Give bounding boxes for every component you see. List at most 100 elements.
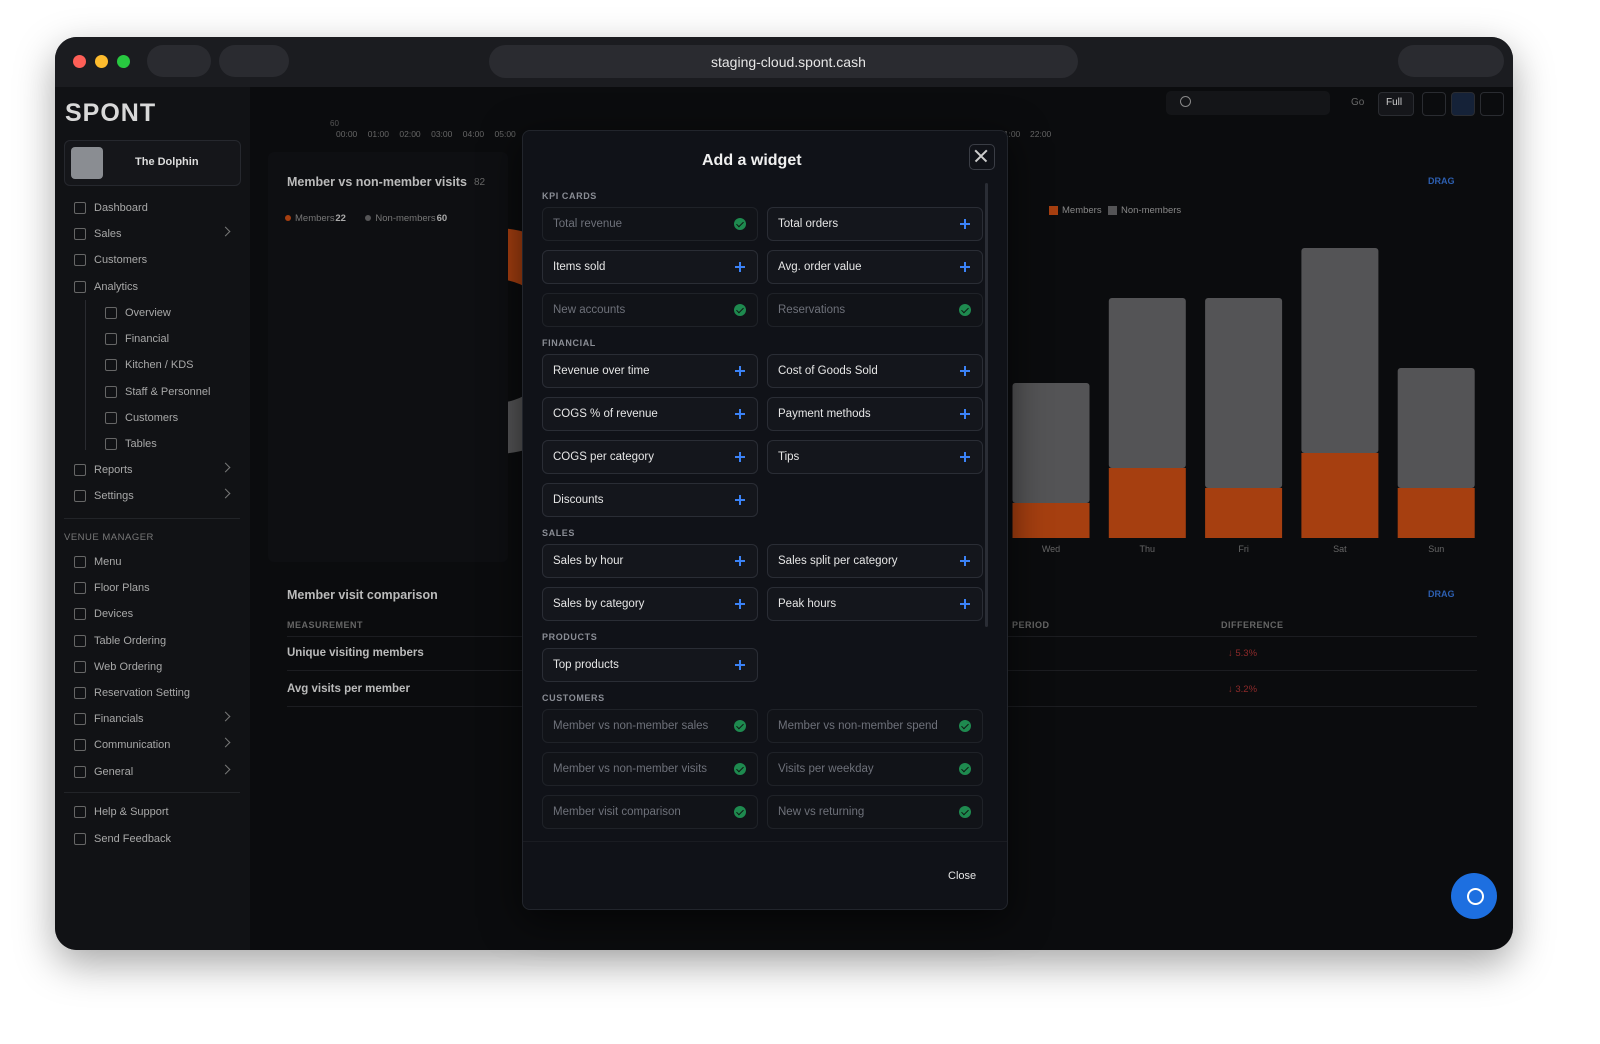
widget-label: Tips: [778, 451, 800, 463]
widget-option[interactable]: Items sold: [542, 250, 758, 284]
legend-name: Members: [1062, 205, 1102, 216]
theme-button[interactable]: [1451, 92, 1475, 116]
close-dot[interactable]: [73, 55, 86, 68]
nav-item[interactable]: Send Feedback: [94, 832, 172, 845]
nav-icon: [74, 490, 86, 503]
widget-label: Payment methods: [778, 408, 871, 420]
widget-option: New accounts: [542, 293, 758, 327]
section-title: VENUE MANAGER: [64, 532, 154, 543]
add-plus: [964, 598, 966, 609]
minimize-dot[interactable]: [95, 55, 108, 68]
nav-item[interactable]: Financial: [125, 333, 170, 346]
nav-icon: [74, 765, 86, 778]
axis-label: 01:00: [367, 129, 389, 139]
widget-option: Reservations: [767, 293, 983, 327]
maximize-dot[interactable]: [117, 55, 130, 68]
bell-button[interactable]: [1422, 92, 1446, 116]
nav-item[interactable]: Staff & Personnel: [125, 385, 211, 398]
widget-option[interactable]: Tips: [767, 440, 983, 474]
search-field[interactable]: [1166, 91, 1330, 115]
widget-option[interactable]: Top products: [542, 648, 758, 682]
drag-handle[interactable]: DRAG: [1428, 176, 1455, 186]
nav-item[interactable]: Financials: [94, 713, 144, 726]
nav-buttons[interactable]: [219, 45, 289, 77]
nav-item[interactable]: General: [94, 765, 134, 778]
axis-label: 22:00: [1030, 129, 1052, 139]
bar-segment: [1397, 368, 1475, 488]
nav-item[interactable]: Sales: [94, 228, 122, 241]
nav-item[interactable]: Communication: [94, 739, 171, 752]
added-check: [959, 763, 971, 775]
widget-label: Total revenue: [553, 218, 623, 230]
bar-segment: [1301, 248, 1379, 453]
nav-icon: [74, 608, 86, 621]
go-button[interactable]: Go: [1351, 97, 1365, 108]
nav-item[interactable]: Floor Plans: [94, 582, 150, 595]
added-check: [734, 304, 746, 316]
widget-option[interactable]: Payment methods: [767, 397, 983, 431]
remove-x[interactable]: DRAG: [1463, 176, 1472, 185]
sidebar-toggle[interactable]: [147, 45, 211, 77]
widget-option: Member vs non-member spend: [767, 709, 983, 743]
nav-icon: [105, 385, 117, 398]
nav-item[interactable]: Customers: [94, 254, 148, 267]
settings-button[interactable]: [1480, 92, 1504, 116]
toolbar-actions[interactable]: [1398, 45, 1504, 77]
widget-label: Member vs non-member sales: [553, 720, 709, 732]
nav-icon: [105, 438, 117, 450]
legend-value: 60: [436, 213, 448, 224]
nav-icon: [74, 228, 86, 241]
widget-label: Reservations: [778, 304, 846, 316]
nav-icon: [74, 687, 86, 699]
nav-item[interactable]: Web Ordering: [94, 660, 163, 673]
widget-option[interactable]: Peak hours: [767, 587, 983, 621]
add-plus: [964, 261, 966, 272]
nav-item[interactable]: Analytics: [94, 280, 139, 293]
nav-item[interactable]: Help & Support: [94, 806, 169, 818]
table-header: DIFFERENCE: [1221, 620, 1284, 630]
axis-label: 02:00: [399, 129, 421, 139]
nav-item[interactable]: Dashboard: [94, 202, 148, 214]
bar-segment: [1205, 298, 1283, 488]
nav-item[interactable]: Kitchen / KDS: [125, 359, 194, 372]
drag-handle[interactable]: DRAG: [1428, 589, 1455, 599]
close-icon-button[interactable]: [969, 144, 995, 170]
nav-icon: [74, 202, 86, 214]
section-label: SALES: [542, 528, 576, 538]
widget-option[interactable]: COGS % of revenue: [542, 397, 758, 431]
nav-item[interactable]: Reservation Setting: [94, 687, 190, 699]
add-plus: [739, 494, 741, 505]
widget-option[interactable]: Sales by hour: [542, 544, 758, 578]
widget-option[interactable]: Total orders: [767, 207, 983, 241]
nav-item[interactable]: Table Ordering: [94, 634, 167, 647]
x-tick-label: Fri: [1238, 544, 1249, 554]
chat-icon: [1467, 888, 1484, 905]
nav-item[interactable]: Customers: [125, 411, 179, 424]
widget-label: COGS % of revenue: [553, 408, 658, 420]
add-plus: [964, 408, 966, 419]
nav-item[interactable]: Devices: [94, 608, 134, 621]
nav-icon: [74, 806, 86, 818]
nav-item[interactable]: Settings: [94, 490, 134, 503]
axis-label: 05:00: [494, 129, 516, 139]
widget-option[interactable]: Cost of Goods Sold: [767, 354, 983, 388]
url-bar[interactable]: [489, 45, 1078, 78]
scrollbar: [985, 183, 988, 627]
widget-label: New vs returning: [778, 806, 865, 818]
full-button-bg[interactable]: [1378, 92, 1414, 116]
nav-icon: [105, 307, 117, 319]
widget-option[interactable]: Avg. order value: [767, 250, 983, 284]
nav-item[interactable]: Reports: [94, 464, 133, 476]
widget-option[interactable]: Sales split per category: [767, 544, 983, 578]
nav-item[interactable]: Menu: [94, 556, 122, 568]
close-button[interactable]: Close: [948, 870, 977, 882]
legend-dot: [365, 215, 372, 221]
nav-item[interactable]: Tables: [125, 438, 157, 450]
nav-item[interactable]: Overview: [125, 307, 171, 319]
widget-option[interactable]: Sales by category: [542, 587, 758, 621]
nav-icon: [105, 411, 117, 424]
widget-option[interactable]: Discounts: [542, 483, 758, 517]
widget-option[interactable]: COGS per category: [542, 440, 758, 474]
widget-option[interactable]: Revenue over time: [542, 354, 758, 388]
full-button[interactable]: Full: [1386, 97, 1403, 108]
